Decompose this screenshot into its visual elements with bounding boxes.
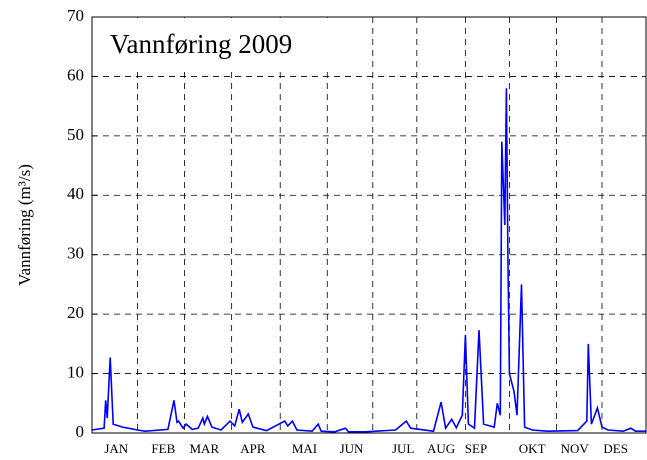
y-tick-label: 0 xyxy=(76,422,85,441)
x-tick-label: MAR xyxy=(190,441,220,456)
y-tick-label: 70 xyxy=(67,6,84,25)
chart-title: Vannføring 2009 xyxy=(110,29,292,59)
x-tick-label: SEP xyxy=(465,441,487,456)
y-tick-label: 60 xyxy=(67,65,84,84)
x-tick-label: OKT xyxy=(519,441,546,456)
y-axis-label: Vannføring (m³/s) xyxy=(15,164,34,286)
y-tick-label: 50 xyxy=(67,125,84,144)
title-box xyxy=(93,18,348,70)
flow-line xyxy=(91,88,646,433)
x-tick-label: JUN xyxy=(340,441,364,456)
y-tick-label: 30 xyxy=(67,244,84,263)
x-tick-label: DES xyxy=(603,441,628,456)
x-tick-label: NOV xyxy=(561,441,590,456)
x-tick-label: MAI xyxy=(292,441,317,456)
plot-frame xyxy=(91,16,647,434)
x-tick-label: JUL xyxy=(392,441,414,456)
y-tick-label: 20 xyxy=(67,303,84,322)
y-tick-label: 10 xyxy=(67,362,84,381)
x-tick-label: JAN xyxy=(104,441,128,456)
y-tick-label: 40 xyxy=(67,184,84,203)
x-tick-label: AUG xyxy=(427,441,455,456)
x-tick-label: APR xyxy=(240,441,266,456)
x-tick-label: FEB xyxy=(151,441,175,456)
